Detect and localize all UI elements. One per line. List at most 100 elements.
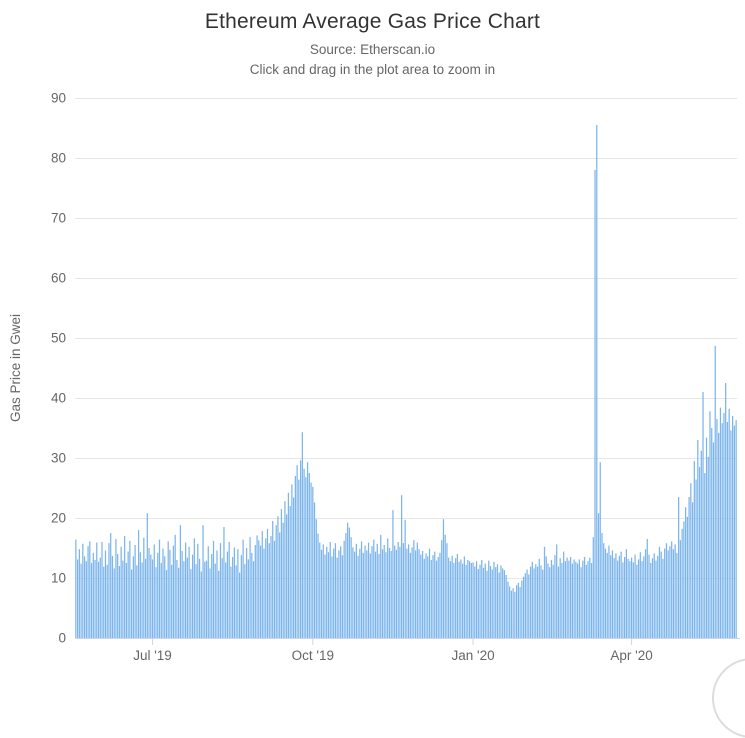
bar[interactable]: [566, 557, 568, 638]
bar[interactable]: [578, 559, 580, 638]
bar[interactable]: [364, 545, 366, 638]
bar[interactable]: [669, 546, 671, 638]
bar[interactable]: [414, 550, 417, 638]
bar[interactable]: [228, 542, 230, 638]
bar[interactable]: [664, 548, 666, 638]
bar[interactable]: [240, 555, 242, 638]
bar[interactable]: [608, 545, 610, 638]
bar[interactable]: [144, 558, 147, 638]
bar[interactable]: [550, 560, 553, 638]
bar[interactable]: [296, 465, 298, 638]
bar[interactable]: [195, 564, 197, 638]
bar[interactable]: [378, 554, 380, 638]
bar[interactable]: [624, 557, 626, 638]
bar[interactable]: [117, 554, 119, 638]
bar[interactable]: [388, 548, 391, 638]
bar[interactable]: [172, 545, 175, 638]
bar[interactable]: [160, 563, 162, 638]
bar[interactable]: [730, 430, 732, 638]
bar[interactable]: [367, 542, 370, 638]
bar[interactable]: [164, 556, 166, 638]
bar[interactable]: [542, 569, 544, 638]
bar[interactable]: [308, 473, 310, 638]
bar[interactable]: [315, 519, 317, 638]
bar[interactable]: [214, 563, 216, 638]
bar[interactable]: [193, 538, 195, 638]
bar[interactable]: [690, 483, 692, 638]
bar[interactable]: [723, 413, 725, 638]
bar[interactable]: [355, 543, 357, 638]
bar[interactable]: [683, 521, 685, 638]
bar[interactable]: [85, 561, 87, 638]
bar[interactable]: [230, 566, 232, 638]
bar[interactable]: [674, 544, 676, 638]
bar[interactable]: [716, 419, 718, 638]
bar[interactable]: [259, 545, 262, 638]
bar[interactable]: [83, 556, 86, 638]
bar[interactable]: [695, 479, 697, 638]
bar[interactable]: [404, 519, 406, 638]
bar[interactable]: [657, 555, 659, 638]
bar[interactable]: [225, 562, 227, 638]
bar[interactable]: [101, 542, 103, 638]
bar[interactable]: [244, 564, 246, 638]
bar[interactable]: [726, 422, 729, 638]
bar[interactable]: [630, 557, 633, 638]
bar[interactable]: [484, 563, 486, 638]
bar[interactable]: [158, 539, 161, 638]
bar[interactable]: [641, 561, 643, 638]
bar[interactable]: [357, 555, 359, 638]
bar[interactable]: [338, 550, 340, 638]
bar[interactable]: [353, 551, 356, 638]
bar[interactable]: [387, 538, 389, 638]
bar[interactable]: [198, 558, 201, 638]
bar[interactable]: [122, 560, 124, 638]
bar[interactable]: [329, 542, 331, 638]
bar[interactable]: [242, 539, 244, 638]
bar[interactable]: [125, 563, 128, 638]
bar[interactable]: [568, 560, 570, 638]
bar[interactable]: [209, 568, 211, 638]
bar[interactable]: [191, 554, 194, 638]
bar[interactable]: [721, 423, 723, 638]
bar[interactable]: [507, 581, 509, 638]
bar[interactable]: [671, 541, 673, 638]
bar[interactable]: [573, 559, 575, 638]
bar[interactable]: [282, 522, 284, 638]
bar[interactable]: [549, 567, 551, 638]
bar[interactable]: [82, 543, 84, 638]
bar[interactable]: [279, 532, 281, 638]
bar[interactable]: [381, 549, 384, 638]
bar[interactable]: [268, 543, 270, 638]
bar[interactable]: [709, 411, 711, 638]
bar[interactable]: [249, 537, 251, 638]
bar[interactable]: [580, 567, 582, 638]
bar[interactable]: [219, 543, 222, 638]
bar[interactable]: [183, 561, 185, 638]
bar[interactable]: [232, 557, 234, 638]
bar[interactable]: [320, 549, 323, 638]
bar[interactable]: [620, 551, 622, 638]
bar[interactable]: [319, 542, 321, 638]
bar[interactable]: [383, 545, 385, 638]
bar[interactable]: [420, 554, 422, 638]
bar[interactable]: [561, 563, 563, 638]
bar[interactable]: [130, 569, 133, 638]
bar[interactable]: [299, 460, 302, 638]
bar[interactable]: [686, 516, 688, 638]
bar[interactable]: [639, 552, 641, 638]
bar[interactable]: [627, 558, 629, 638]
bar[interactable]: [491, 569, 493, 638]
bar[interactable]: [474, 566, 476, 638]
bar[interactable]: [306, 462, 309, 638]
bar[interactable]: [275, 525, 277, 638]
bar[interactable]: [134, 545, 136, 638]
bar[interactable]: [251, 552, 253, 638]
bar[interactable]: [90, 563, 93, 638]
bar[interactable]: [327, 552, 330, 638]
bar[interactable]: [653, 553, 655, 638]
bar[interactable]: [190, 569, 192, 638]
bar[interactable]: [343, 540, 345, 638]
bar[interactable]: [127, 551, 129, 638]
bar[interactable]: [662, 558, 664, 638]
